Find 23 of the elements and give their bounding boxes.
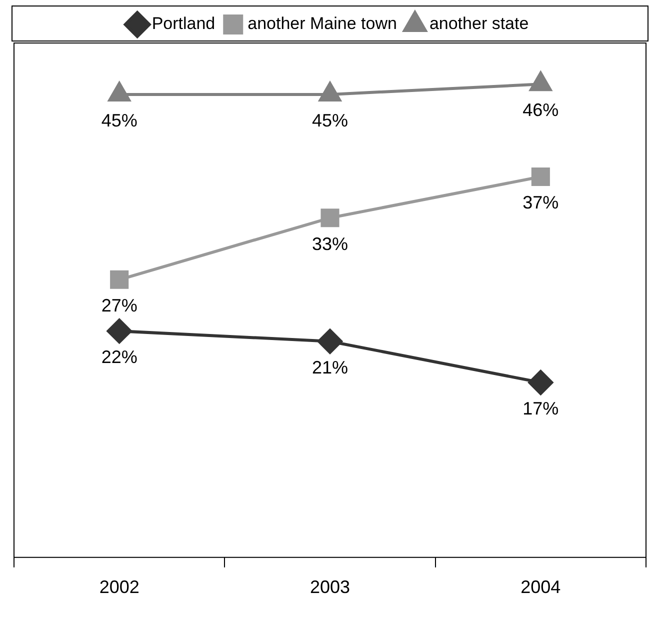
point [106,318,132,344]
point [108,82,130,102]
point [318,328,342,354]
x-tick-label: 2003 [310,577,350,598]
data-label: 37% [522,192,559,213]
data-label: 46% [522,100,559,120]
point [110,270,129,289]
point [528,370,554,396]
legend-label: Portland [152,14,216,34]
legend-label: another Maine town [248,14,397,34]
point [318,82,342,102]
data-label: 27% [101,296,138,316]
data-label: 17% [522,398,559,418]
point [320,208,340,228]
data-label: 21% [312,357,348,378]
legend-label: another state [429,14,529,34]
data-label: 33% [312,234,348,254]
point [530,72,552,92]
data-label: 45% [101,110,138,130]
data-label: 45% [312,110,348,130]
x-tick-label: 2002 [99,577,140,598]
data-label: 22% [101,347,138,368]
x-tick-label: 2004 [520,577,561,598]
